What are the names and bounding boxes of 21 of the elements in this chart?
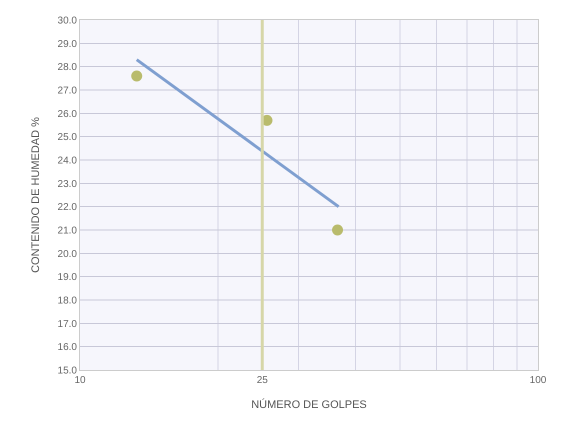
- y-tick-label: 19.0: [58, 272, 78, 284]
- y-tick-label: 17.0: [58, 318, 78, 330]
- y-tick-label: 16.0: [58, 342, 78, 354]
- y-tick-label: 30.0: [58, 16, 78, 26]
- x-tick-label: 10: [74, 375, 86, 386]
- y-tick-label: 22.0: [58, 202, 78, 214]
- x-tick-label: 25: [256, 375, 268, 386]
- y-tick-label: 24.0: [58, 156, 78, 166]
- y-axis-title: CONTENIDO DE HUMEDAD %: [30, 116, 42, 273]
- y-tick-label: 25.0: [58, 132, 78, 144]
- y-tick-label: 21.0: [58, 226, 78, 236]
- y-tick-label: 20.0: [58, 248, 78, 260]
- x-tick-label: 100: [530, 375, 547, 386]
- y-tick-label: 18.0: [58, 296, 78, 306]
- y-tick-label: 27.0: [58, 86, 78, 96]
- y-tick-label: 26.0: [58, 108, 78, 120]
- y-tick-label: 15.0: [58, 366, 78, 376]
- y-tick-label: 29.0: [58, 38, 78, 50]
- y-tick-label: 28.0: [58, 62, 78, 74]
- y-tick-label: 23.0: [58, 178, 78, 190]
- x-axis-title: NÚMERO DE GOLPES: [251, 398, 367, 412]
